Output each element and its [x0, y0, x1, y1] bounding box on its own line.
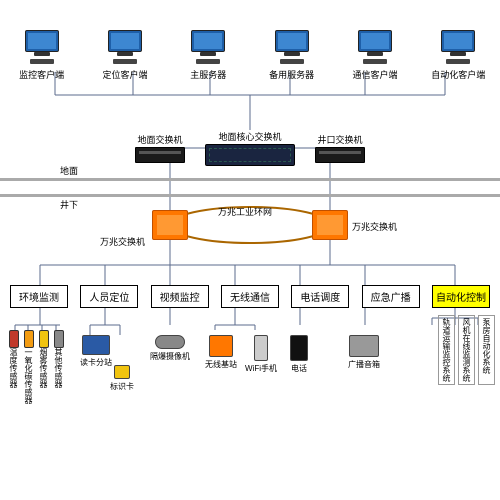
devices-row: 读卡分站 标识卡 隔爆摄像机 无线基站 WiFi手机 电话 广播音箱 [0, 315, 500, 500]
client-comm: 通信客户端 [337, 30, 412, 81]
ring-label-left: 万兆交换机 [100, 235, 145, 248]
switch-label: 地面交换机 [137, 133, 182, 146]
tag-icon [114, 365, 130, 379]
device-label: 读卡分站 [80, 357, 112, 368]
switch-label: 地面核心交换机 [218, 130, 281, 143]
monitor-icon [108, 30, 142, 52]
device-label: 电话 [291, 363, 307, 374]
device-camera: 隔爆摄像机 [150, 335, 190, 362]
switch-label: 井口交换机 [317, 133, 362, 146]
client-label: 备用服务器 [269, 68, 314, 81]
device-label: 隔爆摄像机 [150, 351, 190, 362]
monitor-icon [275, 30, 309, 52]
core-switch: 地面核心交换机 [205, 130, 295, 166]
device-wifi-base: 无线基站 [205, 335, 237, 370]
cat-automation: 自动化控制 [432, 285, 490, 308]
switch-icon [135, 147, 185, 163]
device-wifi-phone: WiFi手机 [245, 335, 277, 374]
category-row: 环境监测 人员定位 视频监控 无线通信 电话调度 应急广播 自动化控制 [0, 285, 500, 308]
client-main-server: 主服务器 [171, 30, 246, 81]
cat-video: 视频监控 [151, 285, 209, 308]
ring-label-center: 万兆工业环网 [218, 205, 272, 218]
ring-label-right: 万兆交换机 [352, 220, 397, 233]
cat-broadcast: 应急广播 [362, 285, 420, 308]
device-reader: 读卡分站 [80, 335, 112, 368]
cat-phone: 电话调度 [291, 285, 349, 308]
device-label: 广播音箱 [348, 359, 380, 370]
monitor-icon [441, 30, 475, 52]
client-backup-server: 备用服务器 [254, 30, 329, 81]
client-row: 监控客户端 定位客户端 主服务器 备用服务器 通信客户端 自动化客户端 [0, 30, 500, 81]
client-positioning: 定位客户端 [87, 30, 162, 81]
cat-env: 环境监测 [10, 285, 68, 308]
wellhead-switch: 井口交换机 [315, 133, 365, 163]
cat-position: 人员定位 [80, 285, 138, 308]
device-tag: 标识卡 [110, 365, 134, 392]
ground-divider: 地面 井下 [0, 178, 500, 200]
client-label: 自动化客户端 [431, 68, 485, 81]
cat-wireless: 无线通信 [221, 285, 279, 308]
device-label: 无线基站 [205, 359, 237, 370]
ground-label-above: 地面 [60, 164, 78, 177]
core-switch-icon [205, 144, 295, 166]
camera-icon [155, 335, 185, 349]
speaker-icon [349, 335, 379, 357]
client-monitoring: 监控客户端 [4, 30, 79, 81]
client-label: 主服务器 [190, 68, 226, 81]
client-label: 监控客户端 [19, 68, 64, 81]
monitor-icon [191, 30, 225, 52]
client-automation: 自动化客户端 [421, 30, 496, 81]
ring-network: 万兆交换机 万兆工业环网 万兆交换机 [0, 205, 500, 265]
client-label: 定位客户端 [102, 68, 147, 81]
wifi-base-icon [209, 335, 233, 357]
device-label: WiFi手机 [245, 363, 277, 374]
ground-switch: 地面交换机 [135, 133, 185, 163]
switch-icon [315, 147, 365, 163]
client-label: 通信客户端 [352, 68, 397, 81]
reader-icon [82, 335, 110, 355]
device-label: 标识卡 [110, 381, 134, 392]
wifi-phone-icon [254, 335, 268, 361]
monitor-icon [358, 30, 392, 52]
monitor-icon [25, 30, 59, 52]
ring-switch-right-icon [312, 210, 348, 240]
switch-row: 地面交换机 地面核心交换机 井口交换机 [0, 130, 500, 166]
phone-icon [290, 335, 308, 361]
device-phone: 电话 [290, 335, 308, 374]
ring-switch-left-icon [152, 210, 188, 240]
device-speaker: 广播音箱 [348, 335, 380, 370]
